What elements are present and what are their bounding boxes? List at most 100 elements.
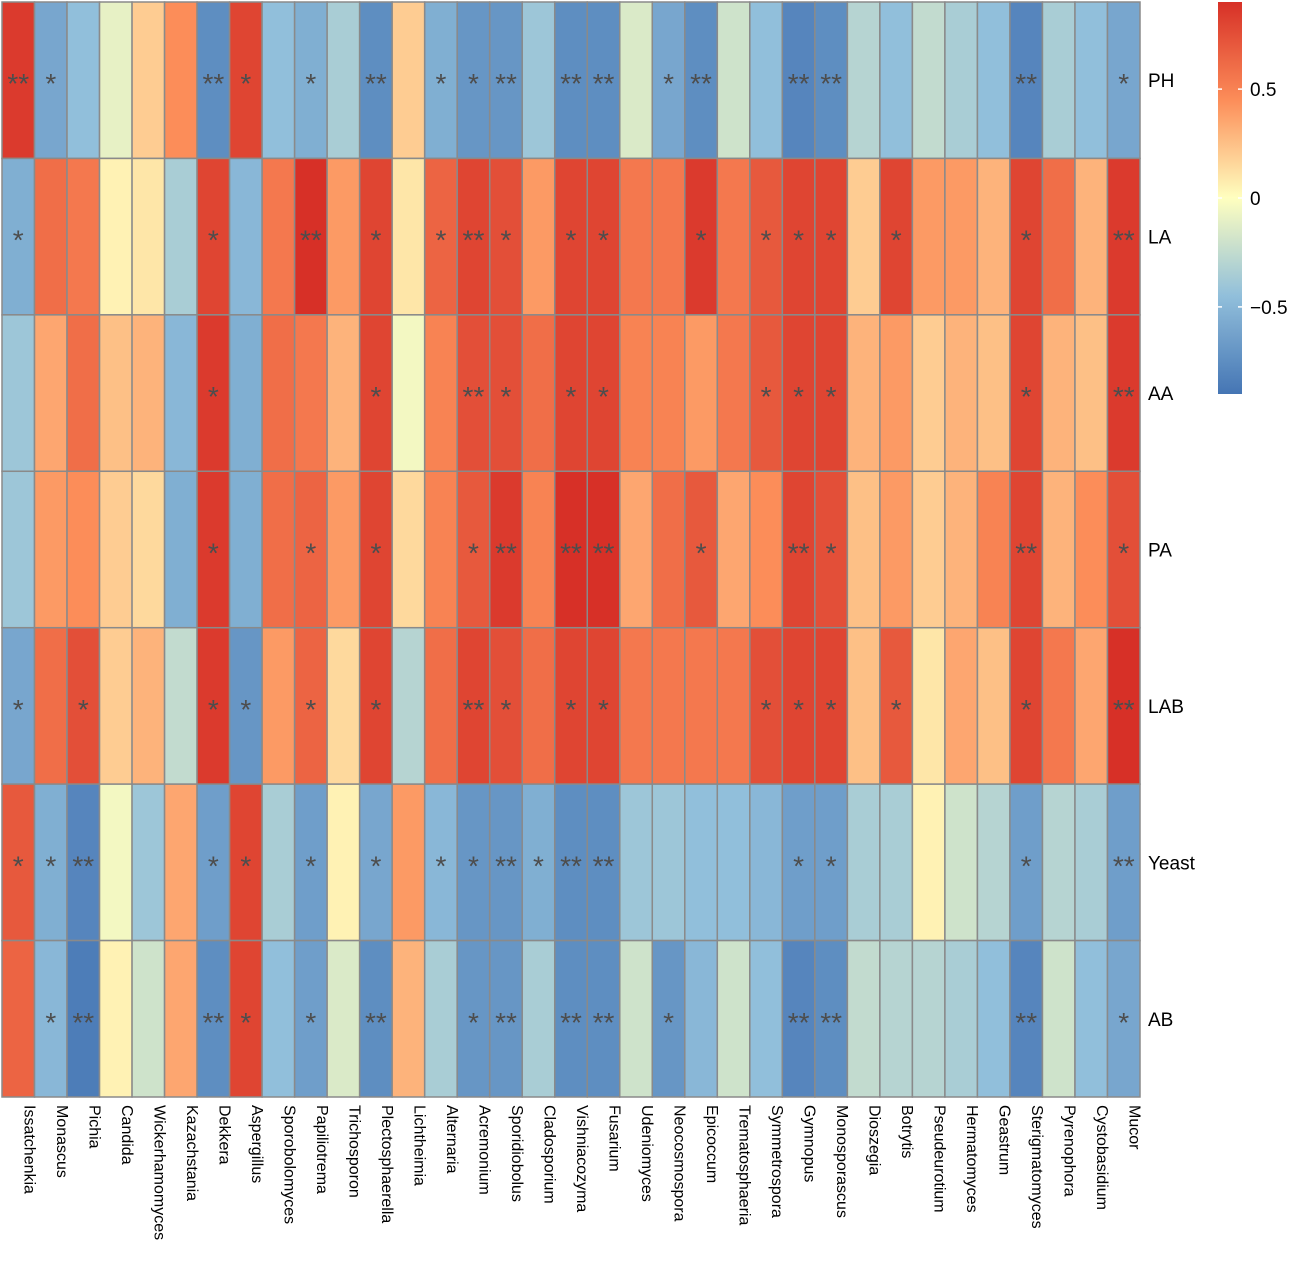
heatmap-cell-lab-dioszegia <box>846 626 881 785</box>
heatmap-cell-aa-trichosporon <box>326 314 361 473</box>
heatmap-cell-pa-trematosphaeria <box>716 470 751 629</box>
significance-marker: * <box>370 694 381 725</box>
significance-marker: ** <box>690 68 712 99</box>
heatmap-cell-lab-sporidiobolus <box>488 626 523 785</box>
heatmap-cell-ab-trematosphaeria <box>716 939 751 1098</box>
heatmap-cell-yeast-kazachstania <box>163 783 198 942</box>
heatmap-cell-lab-candida <box>98 626 133 785</box>
heatmap-cell-yeast-pichia <box>66 783 101 942</box>
significance-marker: * <box>1021 381 1032 412</box>
heatmap-cell-ab-geastrum <box>976 939 1011 1098</box>
heatmap-cell-lab-cladosporium <box>521 626 556 785</box>
heatmap-cell-la-trematosphaeria <box>716 157 751 316</box>
significance-marker: * <box>826 225 837 256</box>
heatmap-cell-la-symmetrospora <box>749 157 784 316</box>
heatmap-cell-la-kazachstania <box>163 157 198 316</box>
heatmap-cell-yeast-dioszegia <box>846 783 881 942</box>
row-label-lab: LAB <box>1148 697 1184 718</box>
heatmap-cell-aa-lichtheimia <box>391 314 426 473</box>
color-legend: 0.5 0 −0.5 <box>1218 2 1288 394</box>
heatmap-cell-lab-pyrenophora <box>1041 626 1076 785</box>
significance-marker: * <box>208 381 219 412</box>
heatmap-cell-yeast-cystobasidium <box>1074 783 1109 942</box>
heatmap-cell-lab-alternaria <box>423 626 458 785</box>
heatmap-cell-pa-wickerhamomyces <box>131 470 166 629</box>
heatmap-cell-ab-botrytis <box>879 939 914 1098</box>
heatmap-cell-aa-monosporascus <box>814 314 849 473</box>
heatmap-cell-la-papiliotrema <box>293 157 328 316</box>
heatmap-cell-ph-pseudeurotium <box>911 1 946 160</box>
heatmap-cell-ab-aspergillus <box>228 939 263 1098</box>
heatmap-cell-ph-cystobasidium <box>1074 1 1109 160</box>
significance-marker: ** <box>1113 850 1135 881</box>
row-label-ab: AB <box>1148 1010 1173 1031</box>
heatmap-cell-pa-botrytis <box>879 470 914 629</box>
column-label-fusarium: Fusarium <box>606 1105 623 1172</box>
heatmap-cell-la-dekkera <box>196 157 231 316</box>
heatmap-cell-ab-gymnopus <box>781 939 816 1098</box>
heatmap-cell-yeast-dekkera <box>196 783 231 942</box>
heatmap-cell-aa-wickerhamomyces <box>131 314 166 473</box>
significance-marker: ** <box>463 225 485 256</box>
heatmap-cell-pa-dekkera <box>196 470 231 629</box>
heatmap-cell-pa-udeniomyces <box>619 470 654 629</box>
significance-marker: * <box>305 68 316 99</box>
heatmap-cell-ab-fusarium <box>586 939 621 1098</box>
heatmap-cell-lab-kazachstania <box>163 626 198 785</box>
heatmap-cell-pa-geastrum <box>976 470 1011 629</box>
heatmap-cell-pa-dioszegia <box>846 470 881 629</box>
heatmap-cell-pa-alternaria <box>423 470 458 629</box>
significance-marker: * <box>468 538 479 569</box>
significance-marker: * <box>1021 225 1032 256</box>
legend-tick-label: 0.5 <box>1250 80 1276 101</box>
significance-marker: * <box>501 381 512 412</box>
heatmap-cell-ab-lichtheimia <box>391 939 426 1098</box>
heatmap-cell-ph-cladosporium <box>521 1 556 160</box>
heatmap-cell-la-issatchenkia <box>1 157 36 316</box>
column-label-monascus: Monascus <box>53 1105 70 1178</box>
heatmap-cell-pa-lichtheimia <box>391 470 426 629</box>
significance-marker: * <box>891 694 902 725</box>
heatmap-cell-ab-sporobolomyces <box>261 939 296 1098</box>
heatmap-cell-yeast-sterigmatomyces <box>1009 783 1044 942</box>
significance-marker: * <box>1118 538 1129 569</box>
heatmap-cell-la-lichtheimia <box>391 157 426 316</box>
heatmap-cell-ph-candida <box>98 1 133 160</box>
heatmap-cell-la-cystobasidium <box>1074 157 1109 316</box>
heatmap-cell-lab-hermatomyces <box>944 626 979 785</box>
heatmap-cell-yeast-pyrenophora <box>1041 783 1076 942</box>
heatmap-cell-lab-aspergillus <box>228 626 263 785</box>
heatmap-cell-ab-pyrenophora <box>1041 939 1076 1098</box>
significance-marker: * <box>240 694 251 725</box>
significance-marker: * <box>663 68 674 99</box>
heatmap-cell-pa-kazachstania <box>163 470 198 629</box>
heatmap-cell-la-plectosphaerella <box>358 157 393 316</box>
heatmap-cell-pa-pseudeurotium <box>911 470 946 629</box>
heatmap-cell-ph-botrytis <box>879 1 914 160</box>
heatmap-cell-yeast-fusarium <box>586 783 621 942</box>
heatmap-cell-ab-vishniacozyma <box>553 939 589 1098</box>
heatmap-cell-pa-epicoccum <box>684 470 719 629</box>
heatmap-cell-lab-neocosmospora <box>651 626 686 785</box>
heatmap-cell-yeast-alternaria <box>423 783 458 942</box>
significance-marker: * <box>533 850 544 881</box>
heatmap-cell-lab-trematosphaeria <box>716 626 751 785</box>
row-label-ph: PH <box>1148 71 1174 92</box>
heatmap-cell-ph-lichtheimia <box>391 1 426 160</box>
significance-marker: * <box>208 225 219 256</box>
column-label-candida: Candida <box>118 1105 135 1165</box>
heatmap-cell-aa-trematosphaeria <box>716 314 751 473</box>
heatmap-cell-la-aspergillus <box>228 157 263 316</box>
heatmap-cell-aa-sporobolomyces <box>261 314 296 473</box>
column-label-cladosporium: Cladosporium <box>540 1105 557 1204</box>
heatmap-cell-ab-cladosporium <box>521 939 556 1098</box>
heatmap-cell-ab-monosporascus <box>814 939 849 1098</box>
heatmap-cell-pa-cladosporium <box>521 470 556 629</box>
heatmap-cell-aa-plectosphaerella <box>358 314 393 473</box>
heatmap-cell-aa-cystobasidium <box>1074 314 1109 473</box>
significance-marker: ** <box>593 1007 615 1038</box>
heatmap-cell-ph-sporidiobolus <box>488 1 523 160</box>
heatmap-cell-la-pseudeurotium <box>911 157 946 316</box>
heatmap-cell-la-geastrum <box>976 157 1011 316</box>
heatmap-cell-pa-trichosporon <box>326 470 361 629</box>
